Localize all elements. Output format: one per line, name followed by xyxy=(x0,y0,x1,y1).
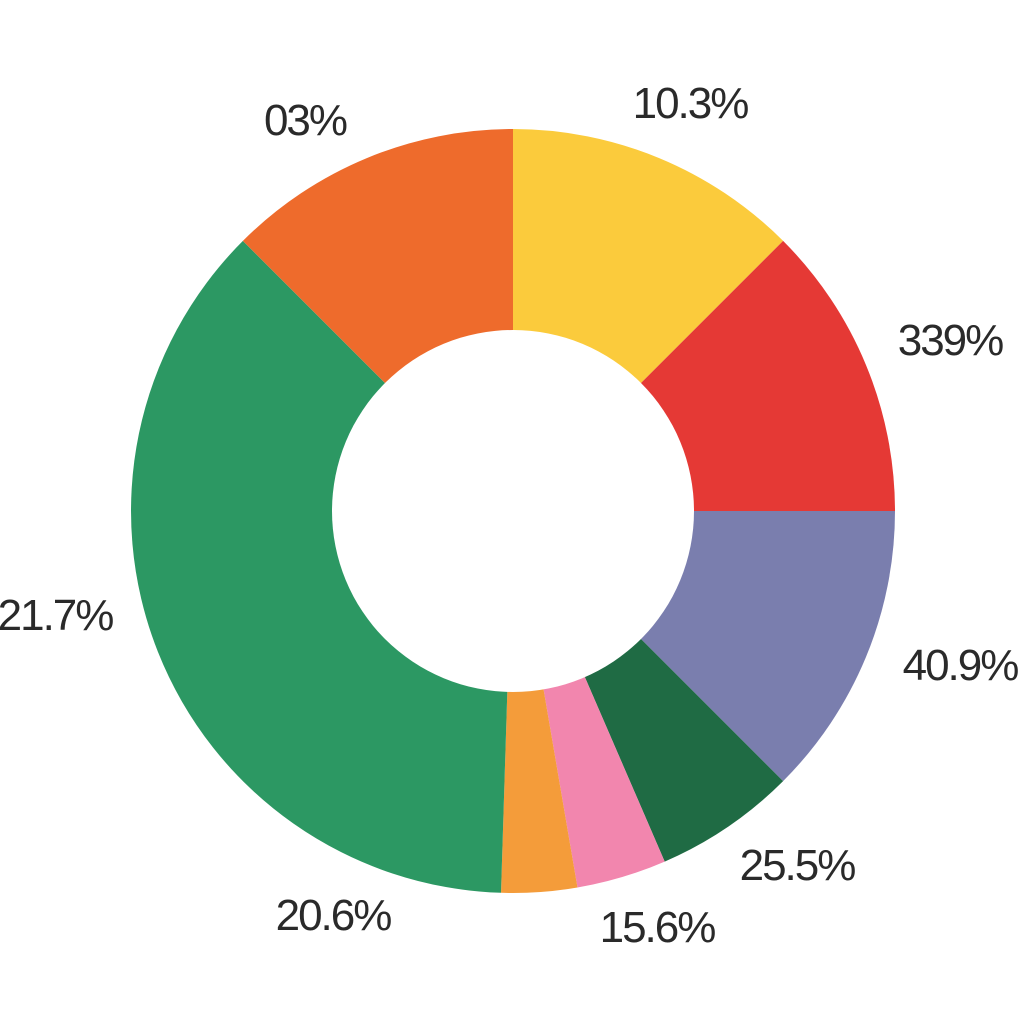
slice-data-label: 20.6% xyxy=(276,891,392,940)
slice-data-label: 10.3% xyxy=(633,79,749,128)
slice-data-label: 40.9% xyxy=(903,641,1019,690)
slice-data-label: 03% xyxy=(264,96,347,145)
slice-data-label: 21.7% xyxy=(0,591,113,640)
slice-data-label: 15.6% xyxy=(600,903,716,952)
pie-slice xyxy=(131,240,513,893)
donut-hole xyxy=(332,330,694,692)
slice-data-label: 339% xyxy=(898,316,1003,365)
labels-layer: 10.3% 339% 40.9% 25.5% 15.6% 20.6% 21.7% 03% xyxy=(0,79,1020,952)
slice-data-label: 25.5% xyxy=(740,841,856,890)
